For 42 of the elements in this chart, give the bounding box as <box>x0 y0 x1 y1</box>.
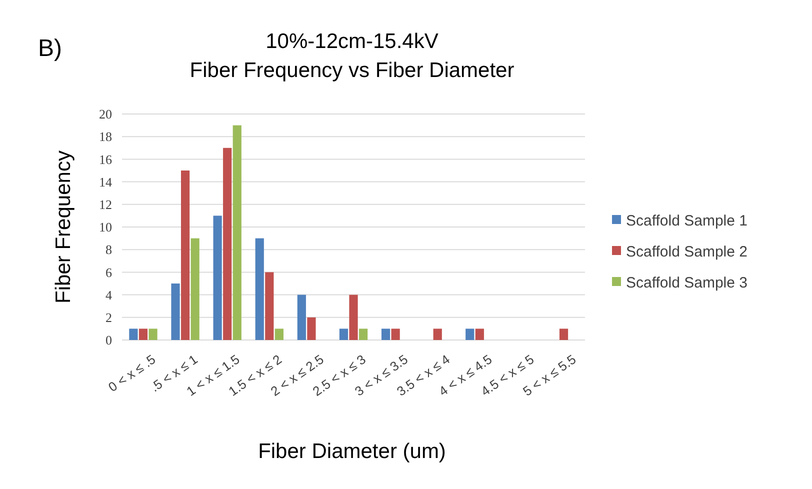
bar <box>232 125 242 340</box>
bar <box>190 238 200 340</box>
bar <box>180 170 190 340</box>
bar <box>255 238 264 340</box>
y-tick-label: 4 <box>106 287 112 302</box>
bar <box>433 328 442 340</box>
legend-label: Scaffold Sample 1 <box>626 212 748 230</box>
chart-title: 10%-12cm-15.4kV <box>266 30 438 53</box>
legend-label: Scaffold Sample 2 <box>626 243 748 260</box>
bar <box>381 328 390 340</box>
bar <box>171 284 180 340</box>
bar <box>349 294 358 340</box>
y-tick-label: 2 <box>106 310 112 325</box>
y-tick-label: 14 <box>99 174 112 190</box>
y-tick-label: 18 <box>99 129 112 144</box>
bar <box>339 328 348 340</box>
bar <box>475 328 484 340</box>
y-tick-label: 16 <box>99 152 112 167</box>
bar <box>358 328 368 340</box>
y-tick-label: 6 <box>106 264 112 280</box>
bar <box>129 328 138 340</box>
bar <box>138 328 148 340</box>
x-axis-title: Fiber Diameter (um) <box>258 440 446 463</box>
y-tick-label: 10 <box>99 220 112 235</box>
bar <box>391 328 400 340</box>
bar <box>466 328 474 340</box>
chart-subtitle: Fiber Frequency vs Fiber Diameter <box>190 59 514 82</box>
y-tick-label: 0 <box>106 332 112 348</box>
bar <box>265 272 274 340</box>
bar <box>559 328 568 340</box>
bar <box>223 148 232 340</box>
bar <box>213 216 222 340</box>
y-axis-title: Fiber Frequency <box>52 150 75 304</box>
y-tick-label: 12 <box>99 196 112 212</box>
bar <box>274 328 284 340</box>
legend-label: Scaffold Sample 3 <box>626 274 748 292</box>
bar <box>297 294 306 340</box>
bar <box>307 317 316 340</box>
y-tick-label: 8 <box>106 242 112 258</box>
y-tick-label: 20 <box>99 106 112 122</box>
text: B) <box>38 35 62 62</box>
bar <box>148 328 158 340</box>
